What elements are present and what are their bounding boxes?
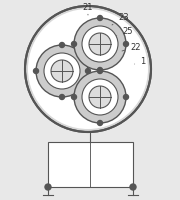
Text: 21: 21	[82, 3, 93, 16]
Circle shape	[44, 54, 80, 90]
Circle shape	[45, 184, 51, 190]
Text: 22: 22	[122, 43, 141, 52]
Circle shape	[89, 87, 111, 108]
Text: 25: 25	[116, 27, 132, 37]
Circle shape	[98, 68, 102, 73]
Circle shape	[36, 46, 88, 98]
Circle shape	[123, 42, 129, 47]
Circle shape	[71, 42, 76, 47]
Circle shape	[60, 43, 64, 48]
Circle shape	[74, 72, 126, 123]
Circle shape	[130, 184, 136, 190]
Text: 23: 23	[112, 13, 129, 26]
Circle shape	[71, 95, 76, 100]
Circle shape	[98, 121, 102, 126]
Circle shape	[89, 34, 111, 56]
Bar	[48, 142, 133, 187]
Circle shape	[28, 10, 148, 129]
Circle shape	[60, 95, 64, 100]
Circle shape	[33, 69, 39, 74]
Circle shape	[123, 95, 129, 100]
Circle shape	[98, 69, 102, 74]
Text: 1: 1	[135, 57, 145, 66]
Circle shape	[82, 80, 118, 115]
Circle shape	[51, 61, 73, 83]
Circle shape	[82, 27, 118, 63]
Circle shape	[74, 19, 126, 71]
Circle shape	[86, 69, 91, 74]
Circle shape	[98, 16, 102, 21]
Circle shape	[25, 7, 151, 132]
